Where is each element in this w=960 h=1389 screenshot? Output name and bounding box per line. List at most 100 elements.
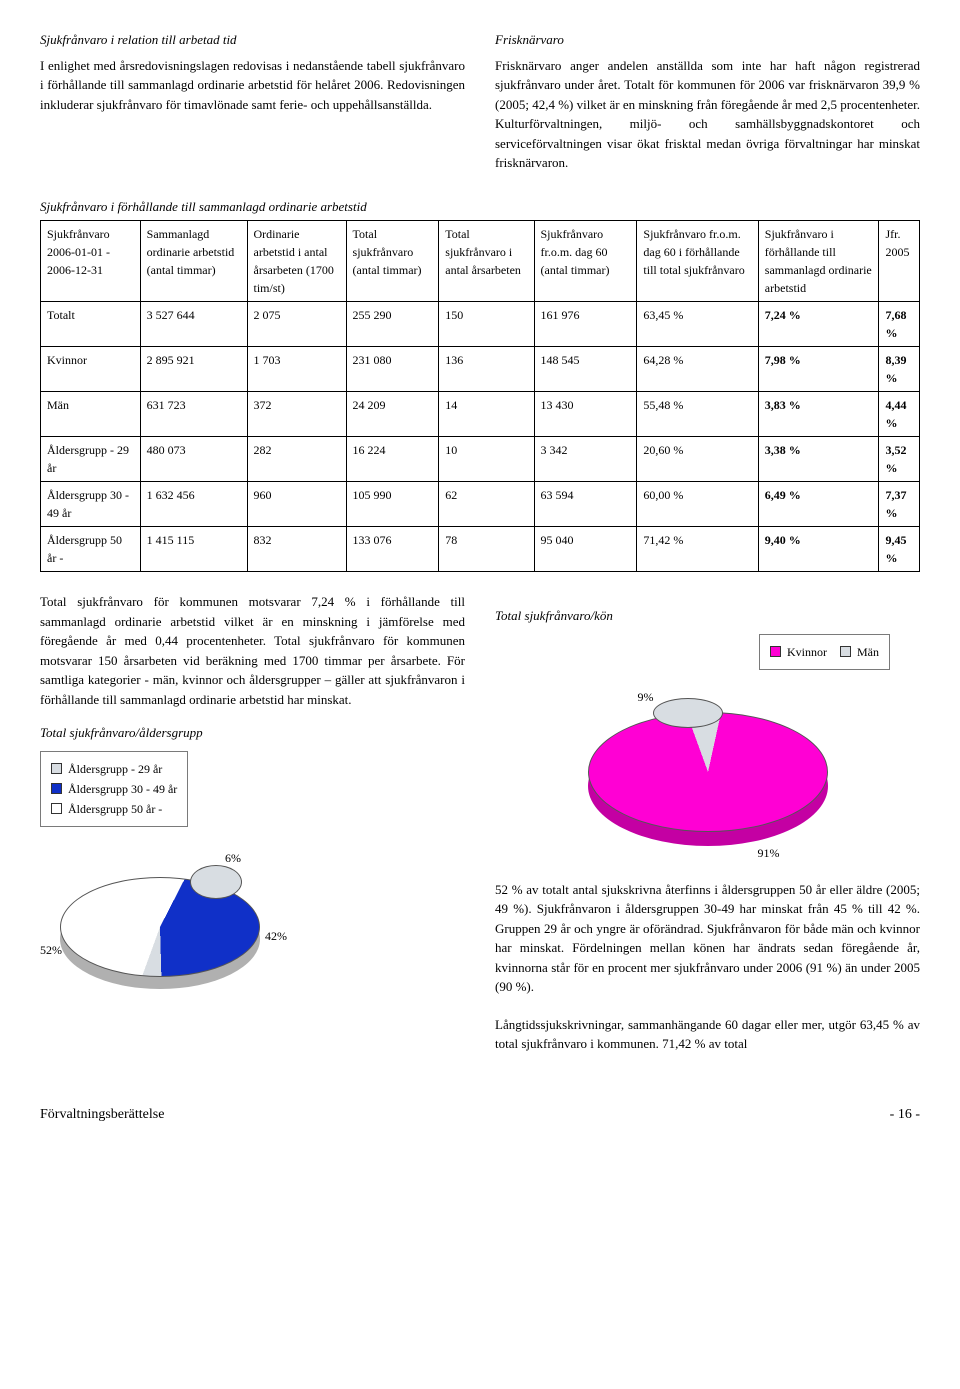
table-cell: 71,42 % [637,527,758,572]
table-cell: 14 [439,392,534,437]
legend-label: Kvinnor [787,643,827,661]
top-text-columns: Sjukfrånvaro i relation till arbetad tid… [40,30,920,173]
table-cell: Åldersgrupp 30 - 49 år [41,482,141,527]
table-row: Åldersgrupp 50 år -1 415 115832133 07678… [41,527,920,572]
table-cell: 3,52 % [879,437,920,482]
pie-label-52: 52% [40,941,62,959]
table-header-cell: Total sjukfrånvaro (antal timmar) [346,221,439,302]
table-cell: 105 990 [346,482,439,527]
table-cell: Totalt [41,302,141,347]
table-cell: 3 342 [534,437,637,482]
table-cell: 16 224 [346,437,439,482]
legend-row: Kvinnor [770,643,827,661]
table-cell: 9,40 % [758,527,879,572]
legend-row: Män [840,643,879,661]
table-cell: 20,60 % [637,437,758,482]
table-cell: 7,68 % [879,302,920,347]
table-row: Åldersgrupp 30 - 49 år1 632 456960105 99… [41,482,920,527]
legend-row: Åldersgrupp - 29 år [51,760,177,778]
table-cell: 13 430 [534,392,637,437]
sjukfranvaro-table: Sjukfrånvaro 2006-01-01 - 2006-12-31Samm… [40,220,920,572]
table-cell: 60,00 % [637,482,758,527]
mid-right-paragraph-2: Långtidssjukskrivningar, sammanhängande … [495,1015,920,1054]
table-header-cell: Sjukfrånvaro i förhållande till sammanla… [758,221,879,302]
table-header-row: Sjukfrånvaro 2006-01-01 - 2006-12-31Samm… [41,221,920,302]
top-right-paragraph: Frisknärvaro anger andelen anställda som… [495,56,920,173]
table-header-cell: Sjukfrånvaro fr.o.m. dag 60 i förhålland… [637,221,758,302]
lower-left-column: Total sjukfrånvaro för kommunen motsvara… [40,592,465,1054]
table-cell: 136 [439,347,534,392]
table-cell: 372 [247,392,346,437]
table-cell: 78 [439,527,534,572]
table-cell: 63 594 [534,482,637,527]
table-cell: 150 [439,302,534,347]
table-header-cell: Total sjukfrånvaro i antal årsarbeten [439,221,534,302]
table-cell: 2 075 [247,302,346,347]
table-cell: 55,48 % [637,392,758,437]
lower-right-column: Total sjukfrånvaro/kön Kvinnor Män 9% [495,592,920,1054]
table-cell: 3 527 644 [140,302,247,347]
table-cell: Män [41,392,141,437]
table-cell: 95 040 [534,527,637,572]
table-cell: 63,45 % [637,302,758,347]
table-header-cell: Sammanlagd ordinarie arbetstid (antal ti… [140,221,247,302]
legend-label: Män [857,643,879,661]
chart-gender-legend: Kvinnor Män [759,634,890,670]
table-cell: 480 073 [140,437,247,482]
pie-label-6: 6% [225,849,241,867]
legend-row: Åldersgrupp 30 - 49 år [51,780,177,798]
table-cell: Åldersgrupp 50 år - [41,527,141,572]
table-row: Kvinnor2 895 9211 703231 080136148 54564… [41,347,920,392]
table-row: Totalt3 527 6442 075255 290150161 97663,… [41,302,920,347]
mid-left-paragraph: Total sjukfrånvaro för kommunen motsvara… [40,592,465,709]
table-cell: 133 076 [346,527,439,572]
top-left-paragraph: I enlighet med årsredovisningslagen redo… [40,56,465,115]
table-cell: 4,44 % [879,392,920,437]
table-cell: 10 [439,437,534,482]
table-cell: 282 [247,437,346,482]
table-cell: 1 703 [247,347,346,392]
legend-label: Åldersgrupp - 29 år [68,760,162,778]
table-cell: 6,49 % [758,482,879,527]
footer-right: - 16 - [890,1104,920,1125]
table-cell: 9,45 % [879,527,920,572]
pie-label-9: 9% [638,688,654,706]
table-cell: 24 209 [346,392,439,437]
pie-small-slice [653,698,723,728]
table-header-cell: Jfr. 2005 [879,221,920,302]
chart-gender-title: Total sjukfrånvaro/kön [495,606,920,626]
table-cell: 7,24 % [758,302,879,347]
section-title-right: Frisknärvaro [495,30,920,50]
table-cell: 8,39 % [879,347,920,392]
table-cell: 832 [247,527,346,572]
chart-age-legend: Åldersgrupp - 29 år Åldersgrupp 30 - 49 … [40,751,188,827]
table-cell: 1 632 456 [140,482,247,527]
legend-swatch [51,763,62,774]
table-cell: 7,37 % [879,482,920,527]
page-footer: Förvaltningsberättelse - 16 - [40,1104,920,1125]
table-header-cell: Sjukfrånvaro fr.o.m. dag 60 (antal timma… [534,221,637,302]
pie-label-91: 91% [758,844,780,862]
table-cell: 631 723 [140,392,247,437]
section-title-left: Sjukfrånvaro i relation till arbetad tid [40,30,465,50]
legend-row: Åldersgrupp 50 år - [51,800,177,818]
pie-small-slice [190,865,242,899]
legend-swatch [770,646,781,657]
table-body: Totalt3 527 6442 075255 290150161 97663,… [41,302,920,572]
table-cell: 960 [247,482,346,527]
table-caption: Sjukfrånvaro i förhållande till sammanla… [40,197,920,217]
table-cell: 231 080 [346,347,439,392]
table-cell: 148 545 [534,347,637,392]
table-cell: 1 415 115 [140,527,247,572]
table-cell: 64,28 % [637,347,758,392]
table-header-cell: Ordinarie arbetstid i antal årsarbeten (… [247,221,346,302]
legend-swatch [51,783,62,794]
table-cell: 3,38 % [758,437,879,482]
chart-age-title: Total sjukfrånvaro/åldersgrupp [40,723,465,743]
lower-columns: Total sjukfrånvaro för kommunen motsvara… [40,592,920,1054]
table-row: Män631 72337224 2091413 43055,48 %3,83 %… [41,392,920,437]
table-header-cell: Sjukfrånvaro 2006-01-01 - 2006-12-31 [41,221,141,302]
chart-age-pie: 6% 42% 52% [40,841,300,1011]
table-cell: Åldersgrupp - 29 år [41,437,141,482]
table-cell: 62 [439,482,534,527]
